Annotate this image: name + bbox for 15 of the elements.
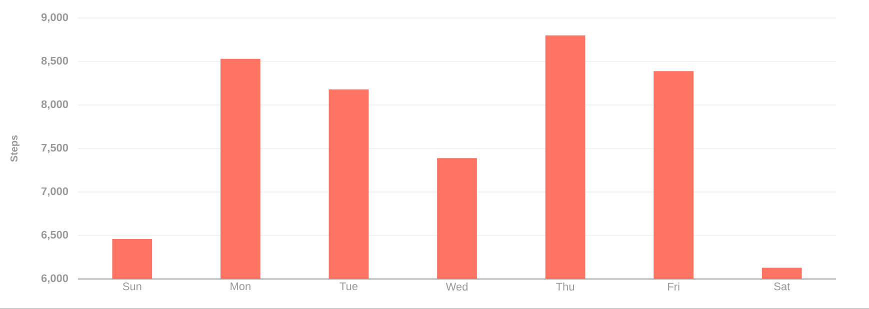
x-tick-label: Sun <box>122 282 142 290</box>
x-tick-label: Fri <box>668 282 680 290</box>
y-tick-label: 7,500 <box>42 144 68 154</box>
x-tick-label: Thu <box>556 282 574 291</box>
x-tick-label: Tue <box>340 282 358 290</box>
y-tick-label: 8,000 <box>41 100 68 110</box>
y-tick-label: 6,000 <box>41 274 68 284</box>
y-axis-title: Steps <box>10 135 20 162</box>
y-tick-label: 9,000 <box>41 13 68 23</box>
x-tick-label: Sat <box>774 282 790 290</box>
x-tick-label: Wed <box>446 282 468 291</box>
x-tick-label: Mon <box>230 282 250 290</box>
y-tick-label: 8,500 <box>41 56 68 66</box>
y-tick-label: 6,500 <box>41 230 68 240</box>
y-tick-label: 7,000 <box>42 187 68 197</box>
